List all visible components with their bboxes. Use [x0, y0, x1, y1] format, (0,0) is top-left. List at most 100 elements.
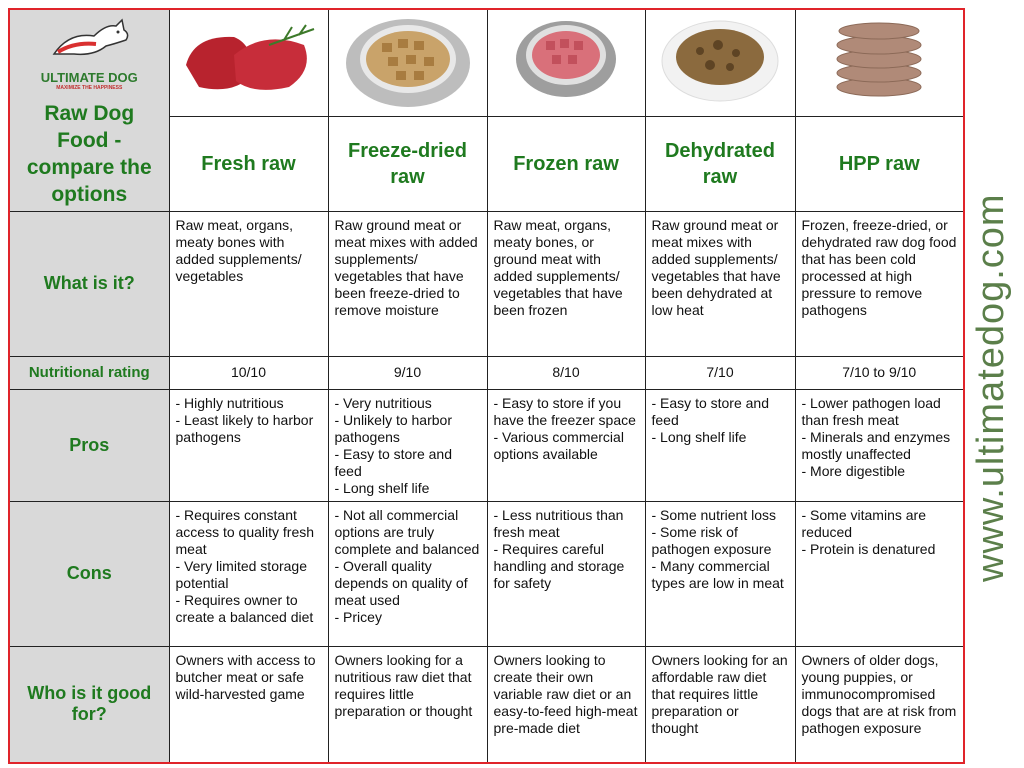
- website-url: www.ultimatedog.com: [970, 193, 1012, 583]
- cell-text: - Requires owner to create a balanced di…: [175, 591, 314, 625]
- table-cell: Owners of older dogs, young puppies, or …: [794, 645, 965, 764]
- cell-text: - Long shelf life: [651, 428, 747, 445]
- column-header: HPP raw: [794, 115, 965, 212]
- bowl-frozen-illustration: [516, 20, 616, 97]
- cell-text: - Minerals and enzymes mostly unaffected: [801, 428, 951, 462]
- comparison-table-wrap: ULTIMATE DOG MAXIMIZE THE HAPPINESS Raw …: [8, 8, 965, 764]
- column-header: Freeze-dried raw: [327, 115, 488, 212]
- logo-title-cell: ULTIMATE DOG MAXIMIZE THE HAPPINESS Raw …: [8, 8, 170, 212]
- row-label: Nutritional rating: [8, 355, 170, 390]
- table-cell: - Some nutrient loss - Some risk of patho…: [644, 500, 796, 647]
- cell-text: - Protein is denatured: [801, 540, 936, 557]
- freeze-dried-image: [327, 8, 488, 117]
- cell-text: Frozen, freeze-dried, or dehydrated raw …: [801, 216, 957, 318]
- cell-text: - Unlikely to harbor pathogens: [334, 411, 453, 445]
- cell-text: - Pricey: [334, 608, 382, 625]
- cell-text: 10/10: [230, 364, 267, 380]
- cell-text: Raw meat, organs, meaty bones, or ground…: [493, 216, 623, 318]
- cell-text: 8/10: [552, 364, 580, 380]
- cell-text: - Very nutritious: [334, 394, 432, 411]
- table-cell: Raw meat, organs, meaty bones, or ground…: [486, 210, 646, 357]
- table-cell: - Highly nutritious - Least likely to har…: [168, 388, 329, 502]
- table-cell: - Easy to store and feed - Long shelf lif…: [644, 388, 796, 502]
- logo-tagline: MAXIMIZE THE HAPPINESS: [56, 85, 123, 91]
- cell-text: Raw meat, organs, meaty bones with added…: [175, 216, 302, 284]
- table-cell: - Some vitamins are reduced - Protein is …: [794, 500, 965, 647]
- cell-text: - Lower pathogen load than fresh meat: [801, 394, 941, 428]
- cell-text: - Overall quality depends on quality of …: [334, 557, 468, 608]
- cell-text: - Some nutrient loss: [651, 506, 777, 523]
- table-title: Raw Dog Food - compare the options: [26, 102, 152, 206]
- cell-text: - Less nutritious than fresh meat: [493, 506, 624, 540]
- cell-text: - Easy to store and feed: [651, 394, 770, 428]
- bowl-dehydrated-illustration: [661, 20, 779, 102]
- table-row: Cons - Requires constant access to qualit…: [8, 500, 965, 647]
- hpp-raw-image: [794, 8, 965, 117]
- cell-text: Raw ground meat or meat mixes with added…: [334, 216, 478, 318]
- cell-text: - Many commercial types are low in meat: [651, 557, 784, 591]
- comparison-table: ULTIMATE DOG MAXIMIZE THE HAPPINESS Raw …: [8, 8, 965, 764]
- table-cell: 9/10: [327, 355, 488, 390]
- cell-text: - Very limited storage potential: [175, 557, 308, 591]
- table-row: Nutritional rating 10/10 9/10 8/10 7/10 7/10 …: [8, 355, 965, 390]
- row-label: Who is it good for?: [8, 645, 170, 764]
- table-cell: 7/10 to 9/10: [794, 355, 965, 390]
- table-row: Pros - Highly nutritious - Least likely to…: [8, 388, 965, 502]
- cell-text: - Various commercial options available: [493, 428, 624, 462]
- dehydrated-raw-image: [644, 8, 796, 117]
- table-cell: Raw meat, organs, meaty bones with added…: [168, 210, 329, 357]
- cell-text: Owners of older dogs, young puppies, or …: [801, 651, 957, 736]
- cell-text: - Easy to store if you have the freezer …: [493, 394, 636, 428]
- cell-text: - Long shelf life: [334, 479, 430, 496]
- cell-text: - Easy to store and feed: [334, 445, 453, 479]
- table-cell: Raw ground meat or meat mixes with added…: [327, 210, 488, 357]
- row-label: Cons: [8, 500, 170, 647]
- column-header: Frozen raw: [486, 115, 646, 212]
- table-cell: Frozen, freeze-dried, or dehydrated raw …: [794, 210, 965, 357]
- table-cell: - Lower pathogen load than fresh meat - M…: [794, 388, 965, 502]
- column-header: Dehydrated raw: [644, 115, 796, 212]
- table-cell: Owners looking for a nutritious raw diet…: [327, 645, 488, 764]
- logo-dog: [52, 18, 129, 56]
- cell-text: Raw ground meat or meat mixes with added…: [651, 216, 781, 318]
- row-label: Pros: [8, 388, 170, 502]
- fresh-raw-image: [168, 8, 329, 117]
- table-cell: Owners with access to butcher meat or sa…: [168, 645, 329, 764]
- table-row: What is it? Raw meat, organs, meaty bones…: [8, 210, 965, 357]
- cell-text: Owners with access to butcher meat or sa…: [175, 651, 316, 702]
- table-cell: - Very nutritious - Unlikely to harbor pa…: [327, 388, 488, 502]
- frozen-raw-image: [486, 8, 646, 117]
- table-cell: - Not all commercial options are truly c…: [327, 500, 488, 647]
- table-cell: 8/10: [486, 355, 646, 390]
- cell-text: - Requires careful handling and storage …: [493, 540, 625, 591]
- cell-text: - More digestible: [801, 462, 906, 479]
- table-cell: - Less nutritious than fresh meat - Requi…: [486, 500, 646, 647]
- meat-illustration: [185, 24, 314, 91]
- table-cell: - Easy to store if you have the freezer …: [486, 388, 646, 502]
- patties-illustration: [836, 22, 922, 97]
- cell-text: - Highly nutritious: [175, 394, 284, 411]
- cell-text: 7/10: [706, 364, 734, 380]
- cell-text: - Not all commercial options are truly c…: [334, 506, 480, 557]
- cell-text: 9/10: [393, 364, 422, 380]
- table-cell: 10/10: [168, 355, 329, 390]
- column-header: Fresh raw: [168, 115, 329, 212]
- cell-text: - Requires constant access to quality fr…: [175, 506, 315, 557]
- table-cell: Raw ground meat or meat mixes with added…: [644, 210, 796, 357]
- cell-text: Owners looking for an affordable raw die…: [651, 651, 788, 736]
- cell-text: - Least likely to harbor pathogens: [175, 411, 314, 445]
- table-cell: Owners looking for an affordable raw die…: [644, 645, 796, 764]
- cell-text: Owners looking to create their own varia…: [493, 651, 638, 736]
- cell-text: - Some vitamins are reduced: [801, 506, 926, 540]
- table-cell: 7/10: [644, 355, 796, 390]
- table-row: Who is it good for? Owners with access to…: [8, 645, 965, 764]
- cell-text: - Some risk of pathogen exposure: [651, 523, 772, 557]
- table-cell: - Requires constant access to quality fr…: [168, 500, 329, 647]
- logo-name: ULTIMATE DOG: [40, 70, 138, 85]
- cell-text: Owners looking for a nutritious raw diet…: [334, 651, 473, 719]
- cell-text: 7/10 to 9/10: [842, 364, 917, 380]
- table-cell: Owners looking to create their own varia…: [486, 645, 646, 764]
- bowl-kibble-illustration: [345, 18, 470, 107]
- row-label: What is it?: [8, 210, 170, 357]
